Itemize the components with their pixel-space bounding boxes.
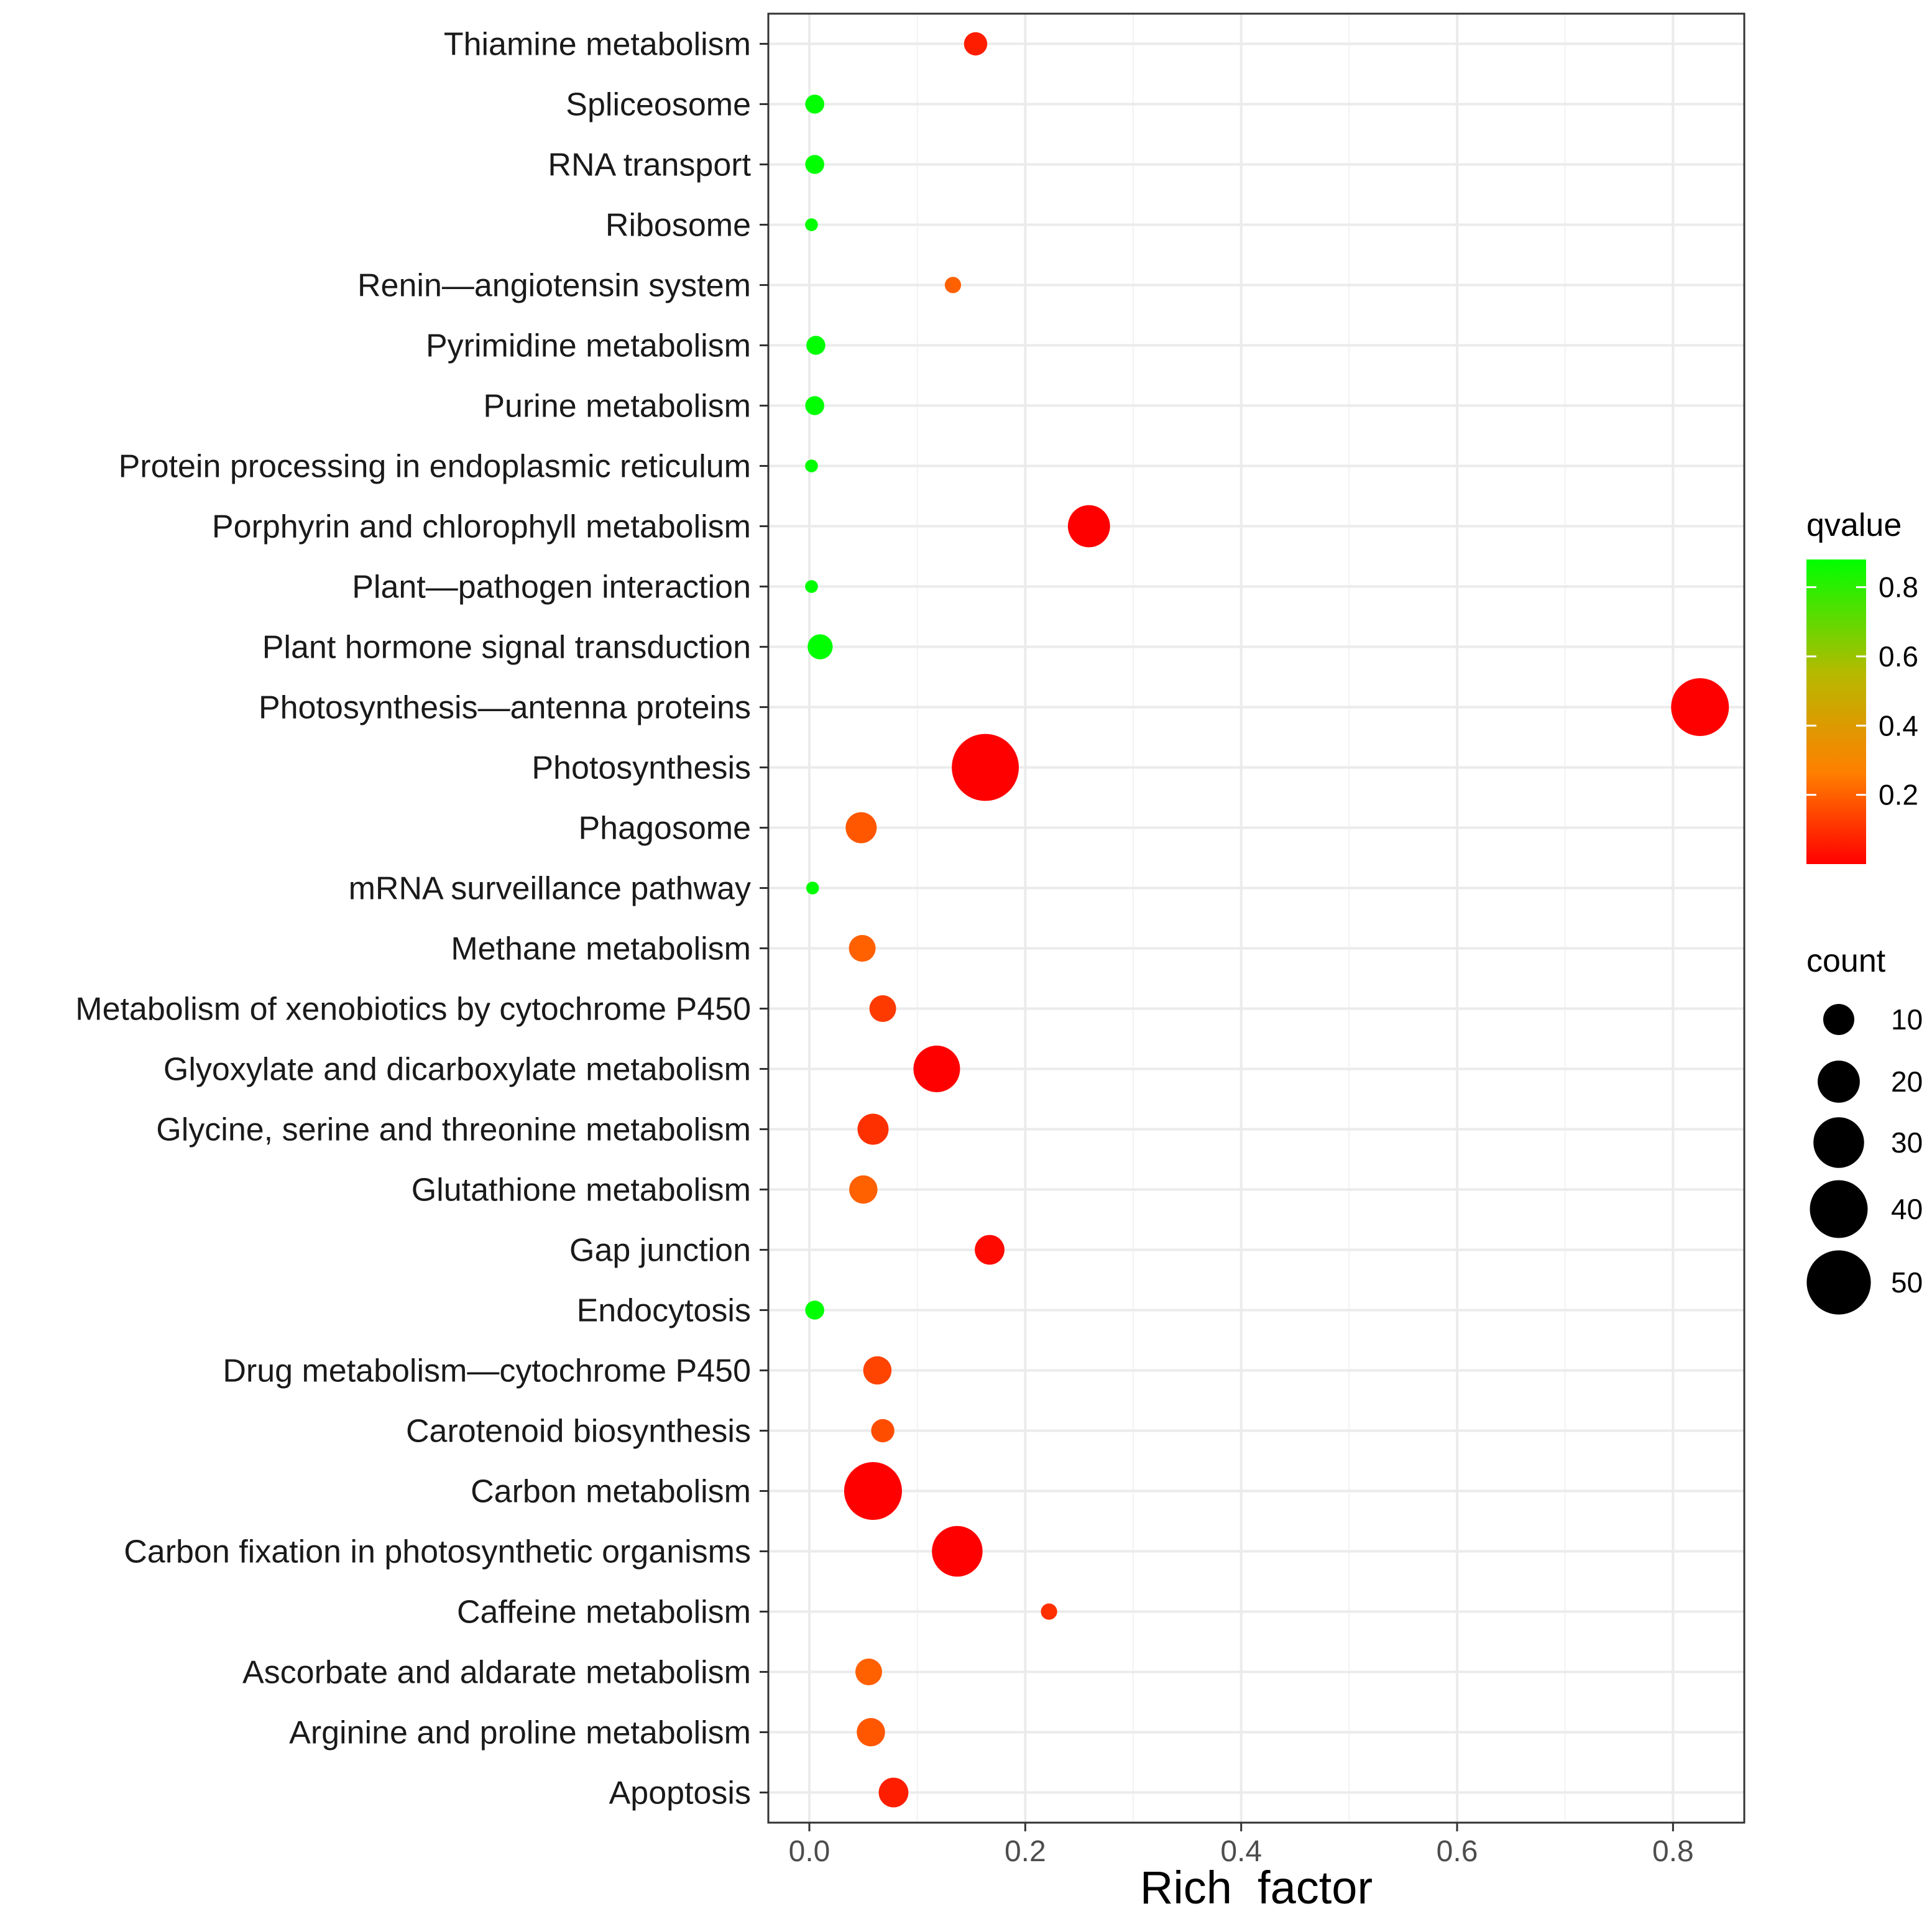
size-legend-circle [1823, 1003, 1855, 1036]
size-legend-circle [1813, 1117, 1864, 1168]
plot-border [767, 12, 1746, 1824]
data-point [975, 1235, 1005, 1265]
category-label: Gap junction [569, 1233, 751, 1269]
category-label: Glycine, serine and threonine metabolism [156, 1112, 751, 1148]
data-point [871, 1419, 895, 1443]
data-point [964, 32, 988, 56]
color-legend-label: 0.6 [1879, 640, 1918, 673]
color-legend-ticks: 0.8 0.6 0.4 0.2 [1806, 571, 1918, 811]
data-point [807, 634, 833, 660]
size-legend-title: count [1806, 943, 1886, 979]
data-point [913, 1046, 960, 1092]
category-label: Ribosome [605, 208, 751, 244]
category-label: Ascorbate and aldarate metabolism [242, 1655, 751, 1691]
category-label: Carotenoid biosynthesis [406, 1414, 751, 1450]
size-legend-label: 10 [1891, 1003, 1923, 1036]
size-legend-label: 30 [1891, 1126, 1923, 1159]
category-label: Glutathione metabolism [412, 1172, 751, 1208]
data-point [952, 734, 1019, 801]
data-point [806, 881, 819, 895]
category-label: Protein processing in endoplasmic reticu… [119, 449, 751, 485]
category-label: Carbon fixation in photosynthetic organi… [124, 1534, 751, 1570]
category-label: Carbon metabolism [471, 1474, 751, 1510]
x-tick-label: 0.0 [789, 1835, 830, 1868]
y-axis: Thiamine metabolism Spliceosome RNA transp… [75, 27, 768, 1811]
data-point [805, 218, 818, 231]
data-point [805, 1300, 824, 1320]
color-legend-title: qvalue [1806, 507, 1902, 543]
size-legend: count 10 20 30 40 50 [1806, 943, 1923, 1315]
plot-panel [768, 14, 1744, 1823]
size-legend-circle [1810, 1180, 1868, 1238]
data-point [944, 277, 962, 293]
category-label: RNA transport [548, 147, 751, 183]
size-legend-circle [1818, 1061, 1860, 1103]
x-tick-label: 0.4 [1220, 1835, 1262, 1868]
category-label: Endocytosis [577, 1293, 751, 1329]
category-label: Phagosome [578, 811, 751, 847]
category-label: Photosynthesis—antenna proteins [259, 690, 751, 726]
category-label: Arginine and proline metabolism [289, 1715, 751, 1751]
color-legend-label: 0.8 [1879, 571, 1918, 604]
category-label: Thiamine metabolism [444, 27, 751, 63]
data-point [1067, 505, 1110, 548]
data-point [1041, 1603, 1057, 1620]
data-point [857, 1113, 889, 1145]
category-label: Caffeine metabolism [457, 1595, 751, 1631]
data-point [1671, 678, 1729, 737]
category-label: Porphyrin and chlorophyll metabolism [212, 509, 751, 545]
size-legend-items: 10 20 30 40 50 [1806, 1003, 1923, 1315]
category-label: Photosynthesis [531, 750, 751, 786]
data-point [805, 459, 818, 472]
x-tick-label: 0.8 [1652, 1835, 1694, 1868]
x-axis-title: Rich factor [1140, 1862, 1373, 1913]
category-label: Plant hormone signal transduction [262, 630, 751, 666]
size-legend-label: 50 [1891, 1266, 1923, 1299]
x-tick-label: 0.6 [1437, 1835, 1478, 1868]
category-label: Renin—angiotensin system [357, 268, 751, 304]
data-points [805, 32, 1729, 1808]
size-legend-label: 20 [1891, 1065, 1923, 1098]
size-legend-label: 40 [1891, 1193, 1923, 1225]
data-point [845, 812, 877, 844]
data-point [869, 995, 896, 1022]
color-legend-label: 0.2 [1879, 779, 1918, 811]
data-point [805, 94, 824, 114]
category-label: Glyoxylate and dicarboxylate metabolism [163, 1052, 751, 1088]
data-point [878, 1777, 909, 1808]
grid-lines [768, 14, 1744, 1823]
color-legend-bar [1806, 559, 1866, 864]
size-legend-circle [1806, 1250, 1871, 1315]
data-point [844, 1461, 902, 1521]
category-label: Purine metabolism [483, 389, 751, 425]
category-label: mRNA surveillance pathway [349, 871, 751, 907]
category-label: Pyrimidine metabolism [426, 328, 751, 364]
color-legend: qvalue 0.8 0.6 0.4 0.2 [1806, 507, 1918, 864]
data-point [806, 336, 826, 355]
category-label: Drug metabolism—cytochrome P450 [223, 1353, 751, 1389]
data-point [863, 1356, 892, 1385]
x-tick-label: 0.2 [1005, 1835, 1046, 1868]
data-point [855, 1659, 883, 1685]
data-point [805, 580, 818, 593]
data-point [849, 1175, 878, 1204]
category-label: Plant—pathogen interaction [352, 569, 751, 605]
category-label: Metabolism of xenobiotics by cytochrome … [75, 992, 751, 1028]
color-legend-label: 0.4 [1879, 709, 1918, 742]
data-point [805, 396, 824, 415]
category-label: Apoptosis [609, 1775, 751, 1811]
data-point [805, 155, 824, 174]
data-point [932, 1526, 983, 1577]
category-label: Methane metabolism [451, 931, 751, 967]
data-point [849, 935, 876, 962]
x-axis: 0.0 0.2 0.4 0.6 0.8 [789, 1823, 1694, 1868]
category-label: Spliceosome [566, 87, 751, 123]
data-point [857, 1718, 885, 1747]
